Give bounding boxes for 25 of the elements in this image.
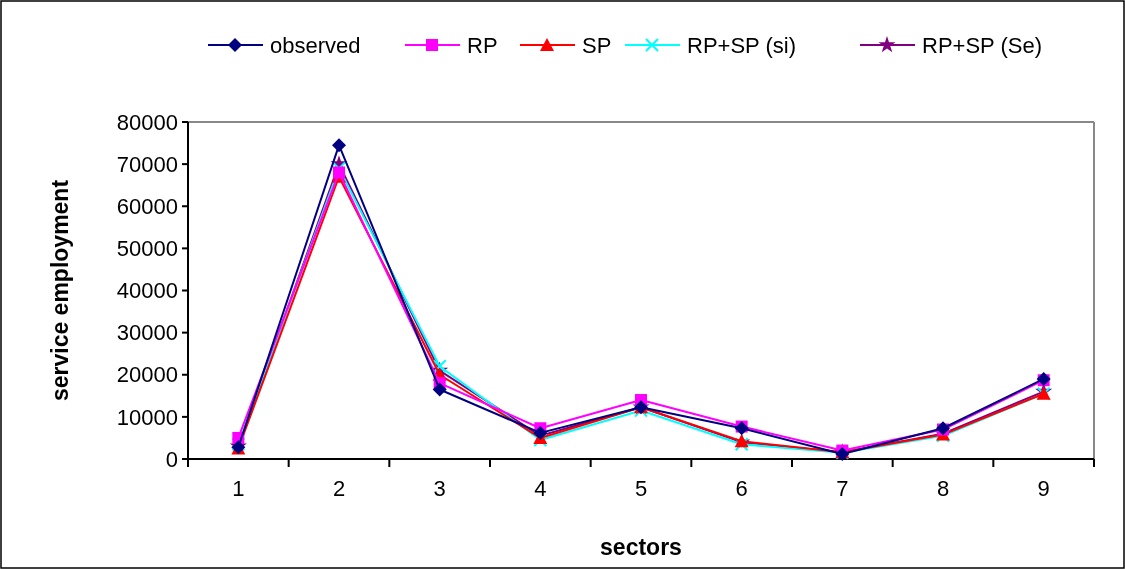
x-tick-label: 1 xyxy=(232,476,245,501)
legend-label: RP+SP (Se) xyxy=(922,33,1043,58)
legend-label: RP+SP (si) xyxy=(687,33,797,58)
x-axis-title: sectors xyxy=(600,534,682,560)
y-tick-label: 60000 xyxy=(116,193,178,219)
legend-label: SP xyxy=(582,33,612,58)
x-tick-label: 5 xyxy=(634,476,648,501)
x-tick-label: 4 xyxy=(534,476,547,501)
x-tick-label: 8 xyxy=(936,476,950,501)
y-tick-label: 30000 xyxy=(116,320,178,346)
y-axis-title: service employment xyxy=(47,179,73,402)
x-tick-label: 6 xyxy=(735,476,748,501)
legend-label: RP xyxy=(467,33,498,58)
y-tick-label: 10000 xyxy=(116,404,178,430)
y-tick-label: 0 xyxy=(165,446,178,472)
y-tick-label: 50000 xyxy=(116,236,178,262)
legend-label: observed xyxy=(270,33,361,58)
y-tick-label: 80000 xyxy=(116,109,178,135)
x-tick-label: 9 xyxy=(1037,476,1050,501)
y-tick-label: 20000 xyxy=(116,362,178,388)
x-tick-label: 3 xyxy=(433,476,446,501)
y-tick-label: 70000 xyxy=(116,151,178,177)
x-tick-label: 7 xyxy=(836,476,849,501)
x-tick-label: 2 xyxy=(332,476,346,501)
y-tick-label: 40000 xyxy=(116,278,178,304)
